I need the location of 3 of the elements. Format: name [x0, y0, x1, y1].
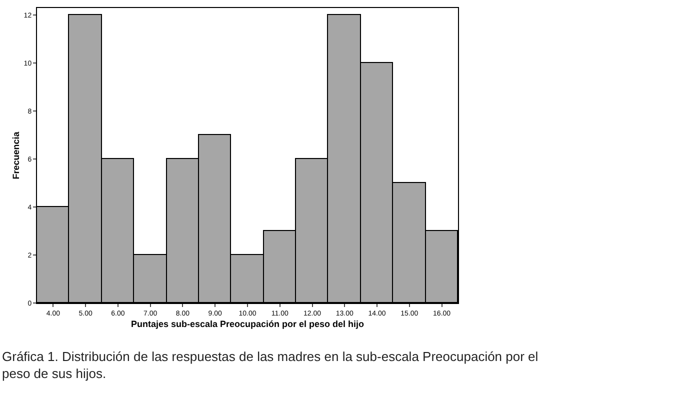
x-axis-title: Puntajes sub-escala Preocupación por el peso del hijo: [130, 319, 365, 330]
text: Gráfica 1. Distribución de las respuestas de las madres en la sub-escala Preocupación por el peso de sus hijos.: [2, 349, 538, 381]
y-axis-title: Frecuencia: [11, 130, 22, 180]
